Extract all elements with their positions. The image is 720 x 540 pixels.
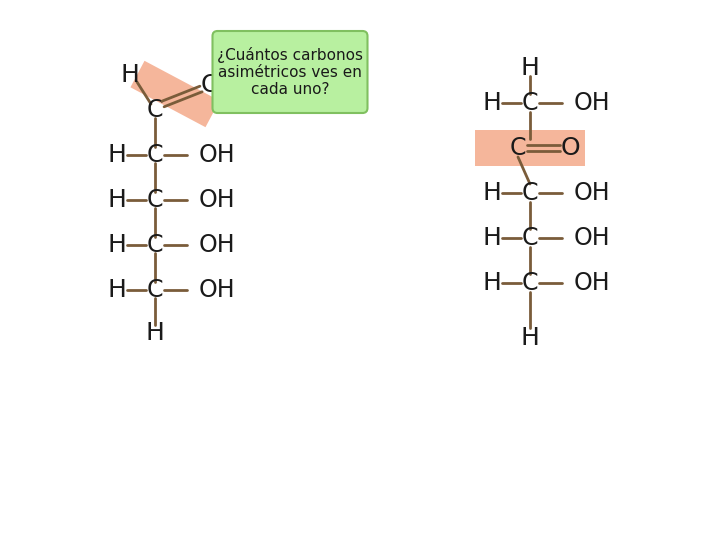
Bar	[475, 130, 585, 166]
Text: H: H	[107, 278, 127, 302]
Text: C: C	[522, 226, 539, 250]
Text: H: H	[482, 91, 501, 115]
Text: H: H	[107, 188, 127, 212]
FancyBboxPatch shape	[212, 31, 367, 113]
Text: C: C	[147, 188, 163, 212]
Text: C: C	[147, 143, 163, 167]
Text: C: C	[147, 233, 163, 257]
Text: C: C	[522, 181, 539, 205]
Text: C: C	[510, 136, 526, 160]
Text: OH: OH	[574, 181, 611, 205]
Text: C: C	[522, 271, 539, 295]
Text: H: H	[521, 56, 539, 80]
Text: O: O	[200, 73, 220, 97]
Text: OH: OH	[199, 188, 235, 212]
Text: H: H	[482, 271, 501, 295]
Text: H: H	[145, 321, 164, 345]
Text: OH: OH	[574, 226, 611, 250]
Text: H: H	[107, 143, 127, 167]
Text: C: C	[522, 91, 539, 115]
Bar	[130, 61, 220, 127]
Text: ¿Cuántos carbonos
asimétricos ves en
cada uno?: ¿Cuántos carbonos asimétricos ves en cad…	[217, 46, 363, 97]
Text: OH: OH	[574, 271, 611, 295]
Text: H: H	[482, 181, 501, 205]
Text: H: H	[107, 233, 127, 257]
Text: H: H	[482, 226, 501, 250]
Text: O: O	[560, 136, 580, 160]
Text: C: C	[147, 98, 163, 122]
Text: H: H	[521, 326, 539, 350]
Text: OH: OH	[199, 233, 235, 257]
Text: C: C	[147, 278, 163, 302]
Text: OH: OH	[199, 278, 235, 302]
Text: H: H	[120, 63, 140, 87]
Text: OH: OH	[574, 91, 611, 115]
Text: OH: OH	[199, 143, 235, 167]
